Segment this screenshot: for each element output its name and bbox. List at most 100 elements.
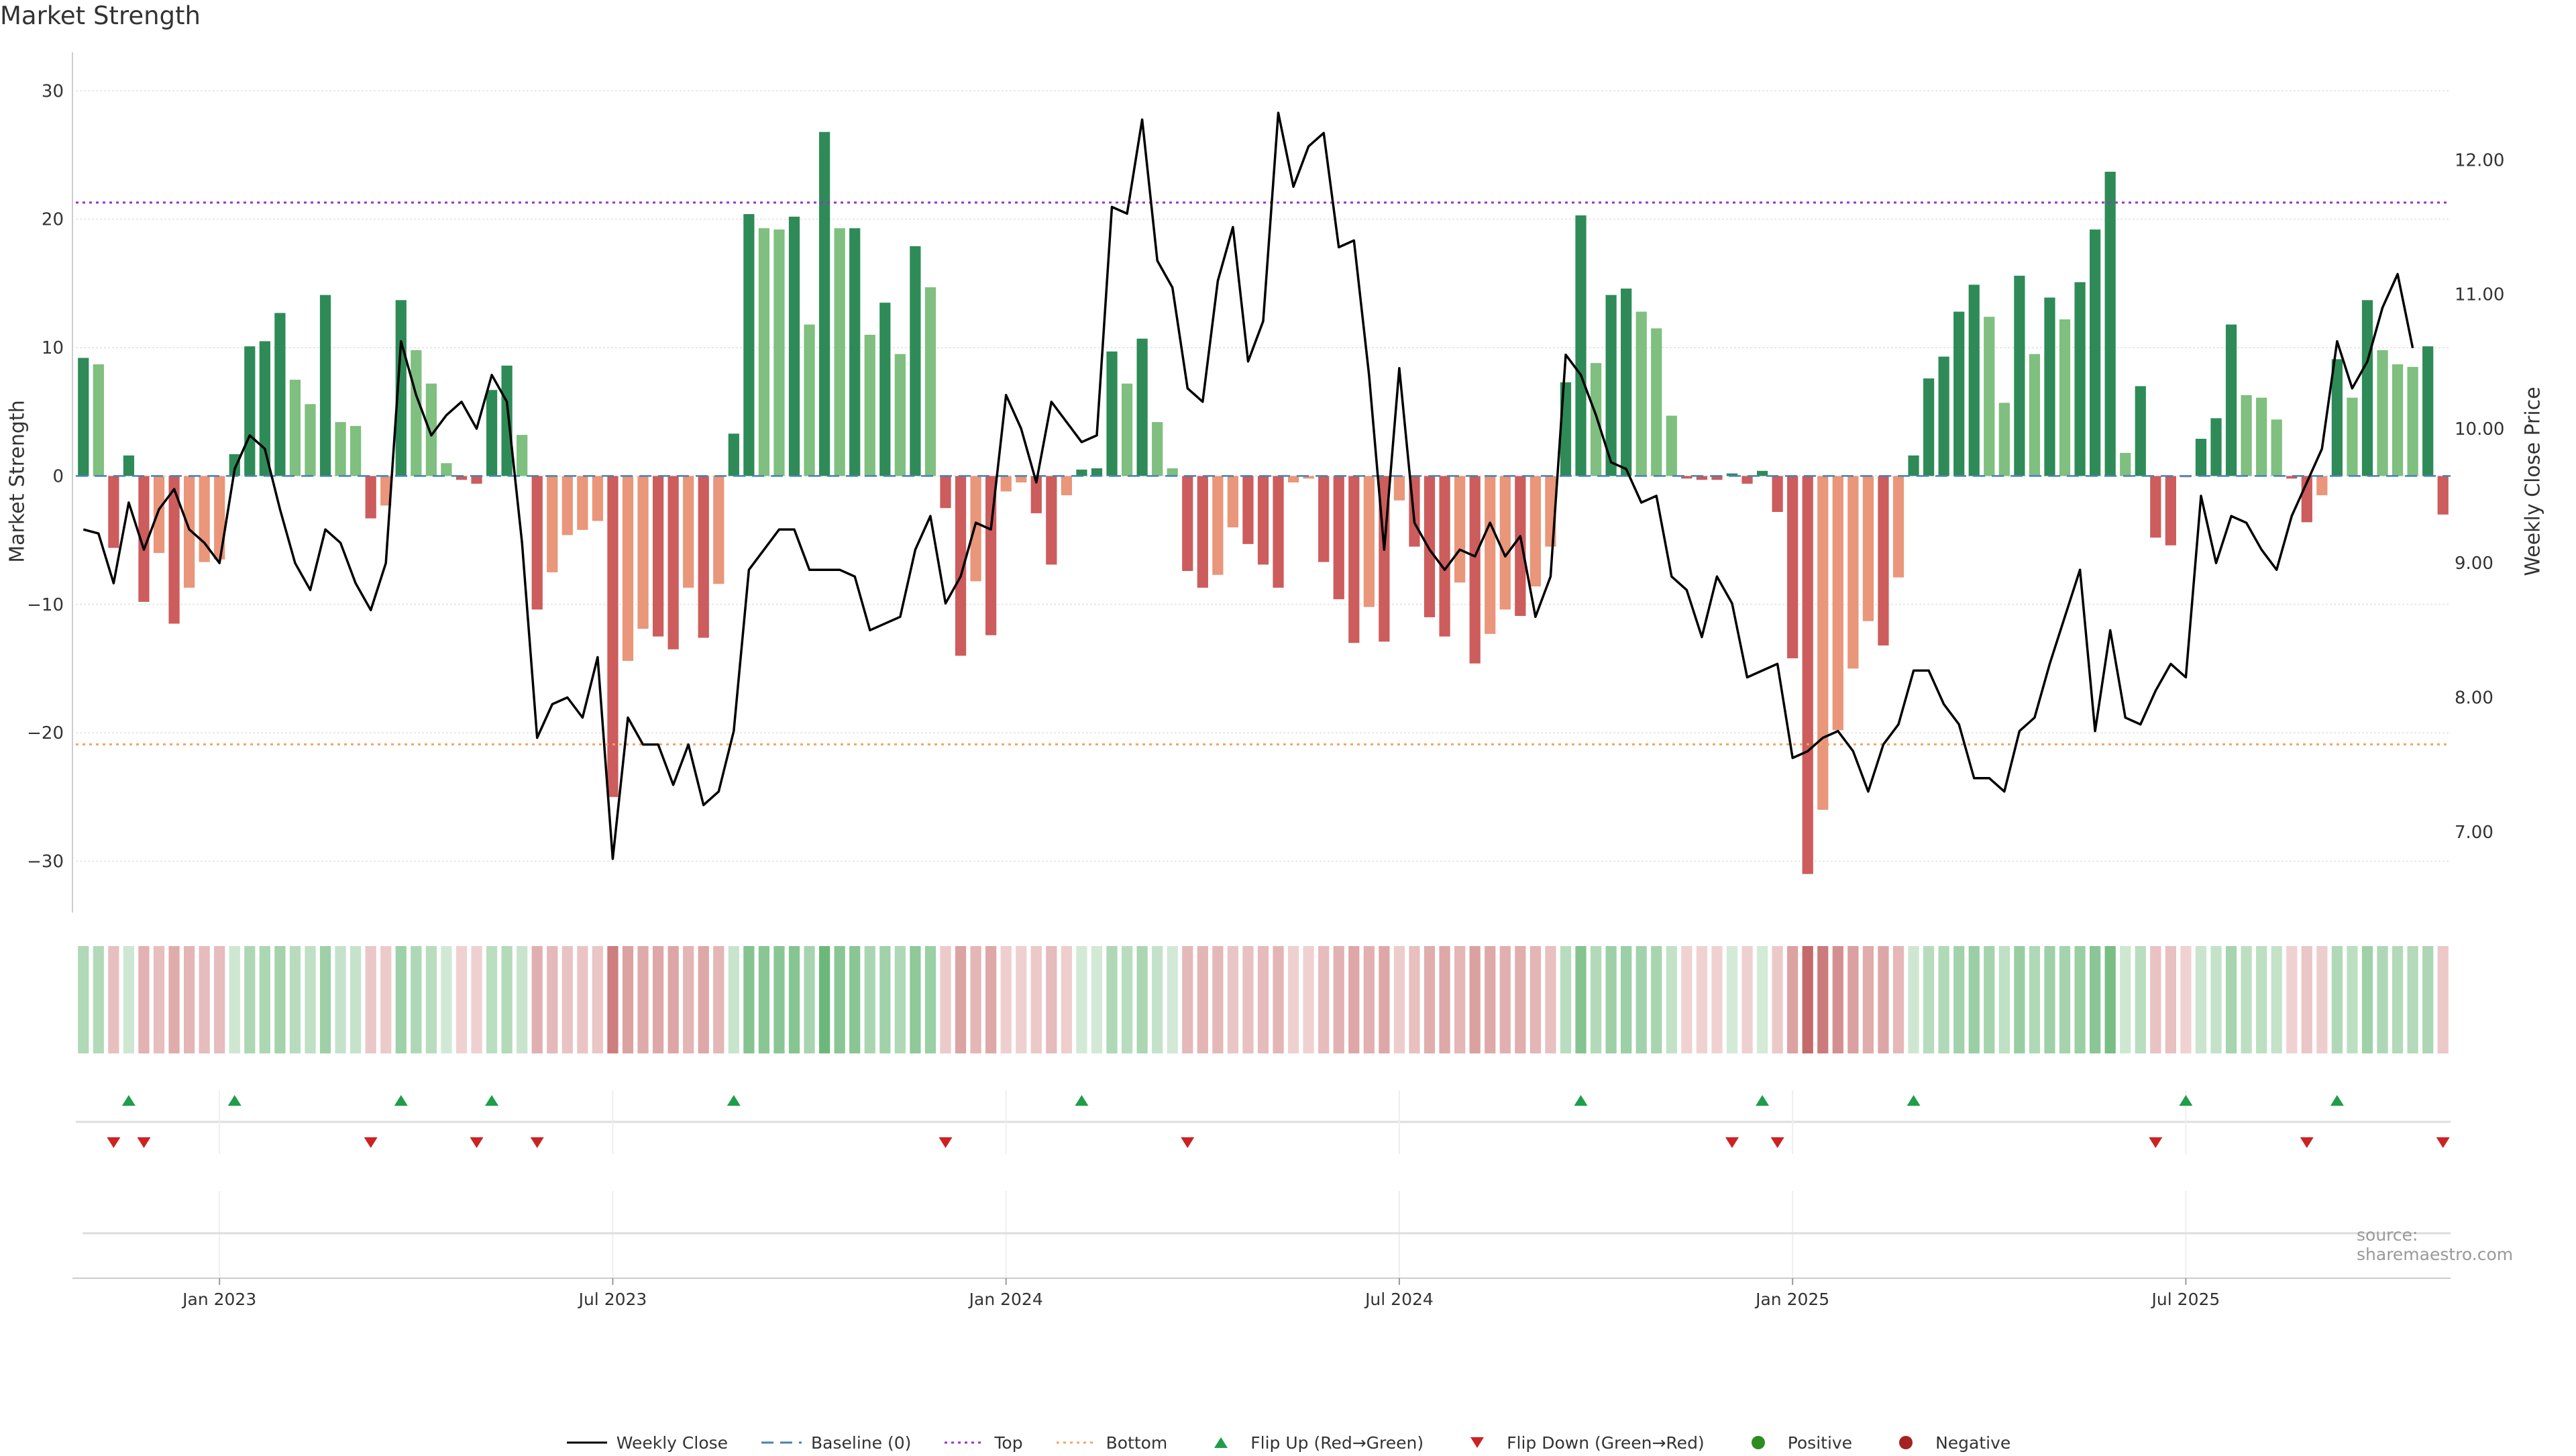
heat-cell — [78, 946, 89, 1053]
strength-bar — [1167, 468, 1178, 476]
heat-cell — [2256, 946, 2267, 1053]
strength-bar — [1998, 403, 2010, 476]
strength-bar — [168, 476, 180, 624]
heat-cell — [2422, 946, 2434, 1053]
strength-bar — [1908, 455, 1919, 476]
legend-label: Baseline (0) — [811, 1433, 912, 1453]
legend-item: Flip Down (Green→Red) — [1456, 1433, 1705, 1453]
heat-cell — [2074, 946, 2086, 1053]
strength-bar — [1892, 476, 1904, 578]
strength-bar — [1106, 351, 1118, 476]
heat-cell — [773, 946, 785, 1053]
strength-bar — [607, 476, 619, 797]
heat-cell — [788, 946, 800, 1053]
left-tick-label: 10 — [42, 338, 64, 358]
heat-cell — [1000, 946, 1012, 1053]
heat-cell — [2301, 946, 2312, 1053]
heat-cell — [607, 946, 619, 1053]
strength-bar — [1499, 476, 1511, 610]
strength-bar — [1726, 473, 1738, 476]
flip-down-marker — [530, 1137, 544, 1148]
strength-bar — [1621, 289, 1632, 476]
heat-cell — [1878, 946, 1889, 1053]
right-tick-label: 11.00 — [2455, 285, 2504, 305]
heat-cell — [667, 946, 679, 1053]
strength-bar — [274, 313, 286, 476]
strength-bar — [1756, 470, 1768, 476]
heat-cell — [2271, 946, 2282, 1053]
flip-up-marker — [121, 1095, 136, 1106]
heat-cell — [2347, 946, 2358, 1053]
heat-cell — [743, 946, 755, 1053]
heat-cell — [1257, 946, 1269, 1053]
strength-bar — [1605, 295, 1617, 476]
legend-item: Baseline (0) — [760, 1433, 911, 1453]
flip-up-marker — [227, 1095, 241, 1106]
flip-up-marker — [2179, 1095, 2193, 1106]
legend-label: Weekly Close — [616, 1433, 729, 1453]
legend-swatch-icon — [1899, 1436, 1913, 1449]
heat-cell — [1681, 946, 1693, 1053]
left-tick-label: −20 — [27, 723, 64, 743]
flip-down-marker — [107, 1137, 121, 1148]
heat-cell — [1242, 946, 1254, 1053]
strength-bar — [1227, 476, 1239, 527]
heat-cell — [1984, 946, 1995, 1053]
heat-cell — [1197, 946, 1208, 1053]
strength-bar — [108, 476, 119, 548]
right-tick-label: 9.00 — [2455, 554, 2493, 574]
flip-down-marker — [938, 1137, 953, 1148]
heat-cell — [1499, 946, 1511, 1053]
flip-down-marker — [2300, 1137, 2314, 1148]
heat-cell — [834, 946, 845, 1053]
source-note: source: sharemaestro.com — [2357, 1225, 2514, 1264]
strength-bar — [1772, 476, 1783, 513]
right-tick-label: 10.00 — [2455, 419, 2504, 439]
strength-bar — [2422, 346, 2434, 476]
heat-cell — [1393, 946, 1405, 1053]
flip-up-marker — [1574, 1095, 1588, 1106]
strength-bar — [1923, 378, 1935, 476]
heat-cell — [1091, 946, 1103, 1053]
x-tick-label: Jan 2023 — [181, 1290, 256, 1309]
strength-bar — [622, 476, 634, 661]
strength-bar — [970, 476, 981, 582]
heat-cell — [1348, 946, 1360, 1053]
heat-cell — [244, 946, 256, 1053]
legend-swatch-icon — [1056, 1441, 1097, 1444]
strength-bar — [411, 350, 422, 476]
strength-bar — [93, 364, 104, 476]
strength-bar — [2407, 366, 2418, 476]
heat-cell — [1182, 946, 1193, 1053]
strength-bar — [471, 476, 482, 484]
heat-cell — [1076, 946, 1087, 1053]
strength-bar — [1984, 317, 1995, 476]
heat-cell — [622, 946, 634, 1053]
heat-cell — [471, 946, 482, 1053]
strength-bar — [985, 476, 997, 635]
heat-cell — [1333, 946, 1344, 1053]
left-tick-label: −30 — [27, 851, 64, 872]
heat-cell — [531, 946, 543, 1053]
heat-cell — [1772, 946, 1783, 1053]
heat-cell — [1802, 946, 1813, 1053]
strength-bar — [2195, 438, 2207, 476]
legend-swatch-icon — [1470, 1437, 1485, 1448]
legend-label: Negative — [1935, 1433, 2011, 1453]
flip-down-marker — [2436, 1137, 2450, 1148]
heat-cell — [1318, 946, 1330, 1053]
strength-bar — [1847, 476, 1859, 669]
strength-bar — [1485, 476, 1496, 634]
heat-cell — [1030, 946, 1042, 1053]
strength-bar — [1590, 363, 1602, 476]
heat-cell — [1439, 946, 1450, 1053]
legend-swatch-icon — [761, 1441, 802, 1444]
strength-bar — [940, 476, 951, 509]
strength-bar — [531, 476, 543, 610]
heat-cell — [183, 946, 195, 1053]
heat-cell — [2286, 946, 2298, 1053]
heat-cell — [2165, 946, 2176, 1053]
strength-bar — [1393, 476, 1405, 501]
legend-swatch-icon — [945, 1441, 985, 1444]
heat-cell — [547, 946, 558, 1053]
